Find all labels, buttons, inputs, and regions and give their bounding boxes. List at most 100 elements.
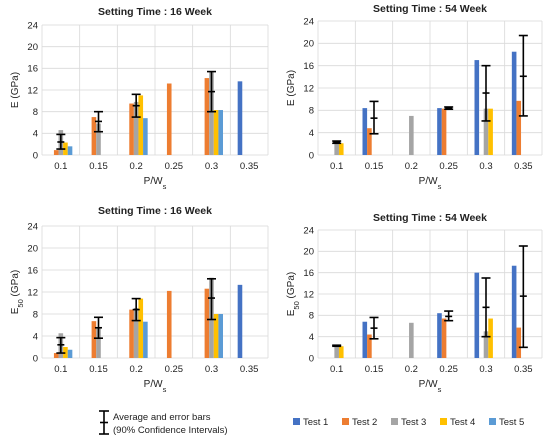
y-tick-label: 24	[303, 225, 314, 236]
bar	[143, 321, 148, 358]
bar	[367, 334, 372, 358]
legend-label-test-3: Test 3	[401, 417, 426, 428]
bar	[516, 100, 522, 155]
x-tick-label: 0.3	[205, 364, 218, 375]
bar	[143, 118, 148, 155]
y-tick-label: 4	[33, 129, 38, 140]
error-bar	[369, 316, 379, 340]
y-tick-label: 8	[33, 309, 38, 320]
y-tick-label: 20	[303, 247, 314, 258]
x-axis-label: P/Ws	[419, 379, 442, 394]
bar	[511, 265, 517, 358]
error-bar	[56, 133, 66, 150]
y-tick-label: 8	[33, 107, 38, 118]
x-tick-label: 0.1	[54, 364, 67, 375]
bar	[213, 314, 219, 358]
x-tick-label: 0.3	[479, 161, 492, 172]
y-tick-label: 0	[309, 353, 314, 364]
y-tick-label: 4	[309, 128, 314, 139]
bar	[138, 95, 144, 155]
y-tick-label: 4	[33, 331, 38, 342]
y-tick-label: 16	[27, 64, 38, 75]
error-bar	[444, 106, 454, 111]
error-bar	[131, 297, 141, 322]
bar	[409, 322, 414, 358]
legend-swatch-test-1	[293, 418, 300, 425]
bar	[129, 309, 134, 358]
x-tick-label: 0.2	[405, 364, 418, 375]
y-tick-label: 0	[33, 150, 38, 161]
bar	[96, 327, 101, 358]
bar	[91, 321, 97, 358]
bar	[474, 272, 480, 358]
bar	[91, 117, 97, 155]
y-tick-label: 24	[27, 221, 38, 232]
x-tick-label: 0.35	[514, 364, 533, 375]
x-tick-label: 0.35	[240, 161, 259, 172]
error-bar	[207, 277, 216, 321]
bar	[237, 284, 243, 358]
bar	[67, 146, 73, 155]
error-bar	[444, 310, 454, 322]
bar	[334, 141, 339, 155]
legend-errorbar-label-2: (90% Confidence Intervals)	[113, 425, 228, 436]
chart-title: Setting Time : 16 Week	[98, 205, 212, 217]
error-bar	[518, 34, 528, 117]
bar	[209, 72, 214, 155]
bar	[166, 290, 172, 358]
bar	[441, 318, 447, 358]
y-tick-label: 8	[309, 106, 314, 117]
error-bar	[131, 93, 141, 118]
x-tick-label: 0.2	[130, 161, 143, 172]
legend-swatch-test-4	[440, 418, 447, 425]
bar	[437, 108, 442, 155]
error-bar	[481, 64, 491, 122]
y-tick-label: 24	[27, 20, 38, 31]
x-tick-label: 0.1	[54, 161, 67, 172]
y-axis-label: E (GPa)	[10, 72, 21, 108]
legend-label-test-5: Test 5	[499, 417, 524, 428]
bar	[338, 143, 344, 155]
y-axis-label: E50 (GPa)	[286, 272, 301, 316]
x-tick-label: 0.15	[365, 161, 384, 172]
bar	[213, 110, 219, 155]
x-tick-label: 0.1	[330, 161, 343, 172]
x-tick-label: 0.3	[205, 161, 218, 172]
x-tick-label: 0.3	[479, 364, 492, 375]
bar	[483, 108, 489, 155]
chart-panels: Setting Time : 16 Week 0 4 8 12 16 20 24 0.1 0.15…	[10, 3, 543, 394]
legend-errorbar-label-1: Average and error bars	[113, 412, 211, 423]
bar	[204, 288, 210, 358]
error-bar	[56, 336, 66, 354]
bar	[367, 128, 372, 155]
chart-title: Setting Time : 16 Week	[98, 6, 212, 18]
legend-swatch-test-5	[489, 418, 496, 425]
legend-label-test-4: Test 4	[450, 417, 475, 428]
x-tick-label: 0.35	[514, 161, 533, 172]
bar	[67, 349, 73, 358]
bar	[409, 115, 414, 155]
bar	[129, 103, 134, 155]
legend-errorbar-symbol	[99, 410, 109, 435]
chart-panel-2: Setting Time : 54 Week 0 4 8 12 16 20 24 0.1 0.15…	[286, 3, 543, 191]
error-bar	[518, 245, 528, 349]
legend-label-test-1: Test 1	[303, 417, 328, 428]
bar	[362, 321, 368, 358]
bar	[488, 108, 493, 155]
bar	[441, 108, 447, 155]
error-bar	[207, 70, 216, 113]
x-tick-label: 0.2	[130, 364, 143, 375]
chart-panel-4: Setting Time : 54 Week 0 4 8 12 16 20 24 0.1 0.15…	[286, 212, 543, 394]
x-axis-label: P/Ws	[144, 176, 167, 191]
y-tick-label: 0	[309, 150, 314, 161]
bar	[63, 142, 68, 155]
bar	[334, 345, 339, 358]
y-tick-label: 0	[33, 353, 38, 364]
x-tick-label: 0.15	[365, 364, 384, 375]
y-tick-label: 4	[309, 332, 314, 343]
bar	[474, 60, 480, 156]
y-axis-label: E (GPa)	[286, 70, 297, 106]
y-tick-label: 20	[303, 39, 314, 50]
x-tick-label: 0.25	[439, 364, 458, 375]
